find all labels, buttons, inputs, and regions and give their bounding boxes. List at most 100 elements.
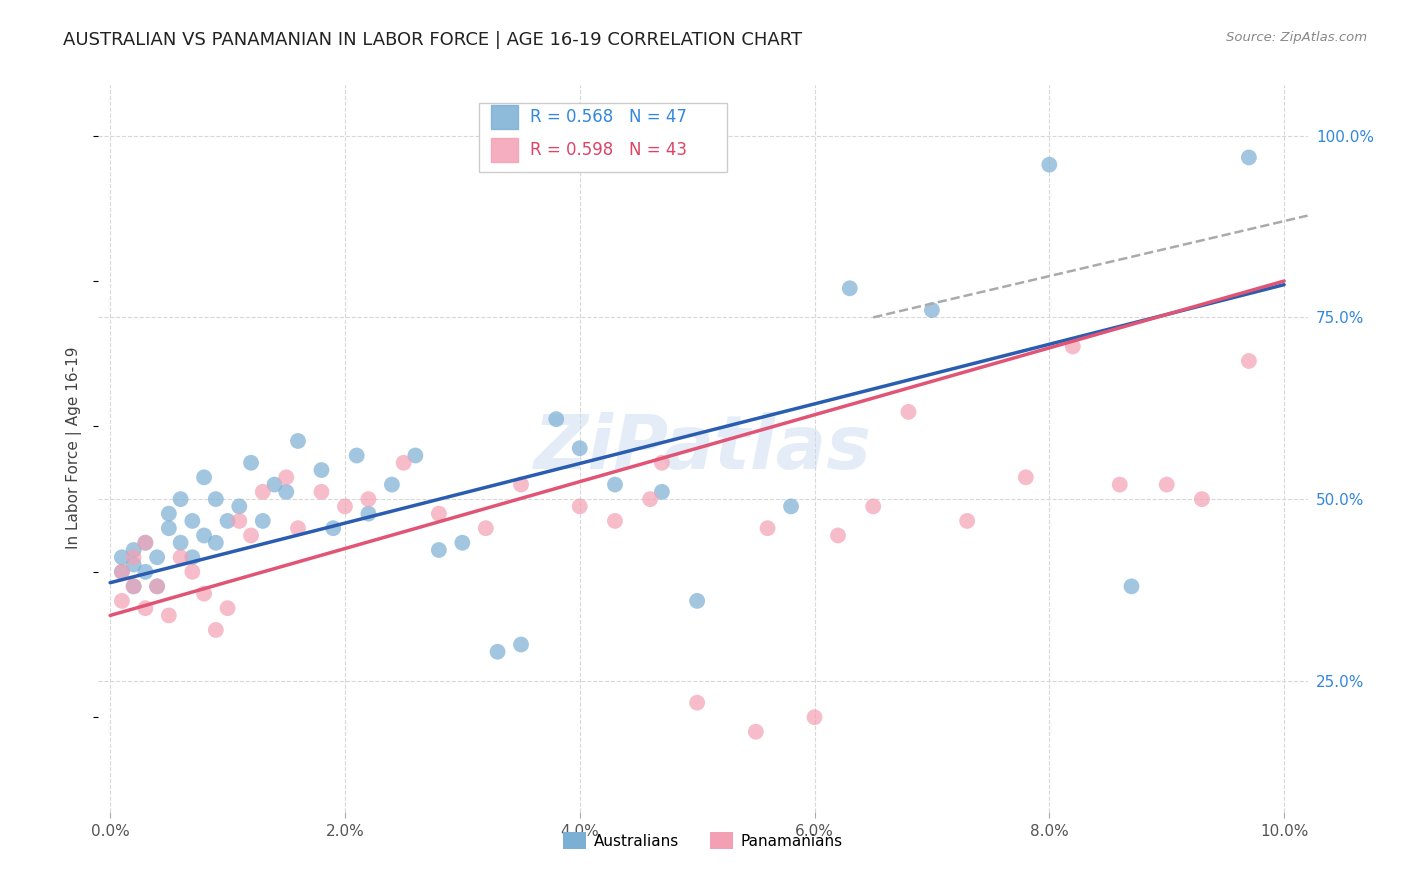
Point	[157, 507, 180, 521]
Point	[568, 442, 591, 456]
Point	[546, 412, 568, 426]
Point	[686, 594, 709, 608]
Point	[122, 550, 145, 565]
FancyBboxPatch shape	[479, 103, 727, 172]
Point	[252, 484, 274, 499]
Point	[510, 477, 533, 491]
Point	[193, 528, 215, 542]
Point	[263, 477, 285, 491]
Point	[1108, 477, 1130, 491]
Point	[134, 535, 156, 549]
Point	[827, 528, 849, 542]
Point	[803, 710, 825, 724]
Point	[1237, 150, 1260, 164]
Point	[276, 484, 298, 499]
Point	[122, 579, 145, 593]
Text: R = 0.568   N = 47: R = 0.568 N = 47	[530, 108, 688, 126]
Point	[134, 601, 156, 615]
Text: R = 0.598   N = 43: R = 0.598 N = 43	[530, 141, 688, 159]
Point	[651, 484, 673, 499]
Point	[1038, 158, 1060, 172]
Point	[427, 507, 450, 521]
Point	[638, 492, 661, 507]
Point	[427, 543, 450, 558]
Point	[333, 500, 356, 514]
Point	[181, 565, 204, 579]
Y-axis label: In Labor Force | Age 16-19: In Labor Force | Age 16-19	[66, 347, 83, 549]
Text: ZiPatlas: ZiPatlas	[534, 412, 872, 484]
Legend: Australians, Panamanians: Australians, Panamanians	[557, 826, 849, 855]
Point	[838, 281, 860, 295]
Point	[311, 463, 333, 477]
Point	[921, 303, 943, 318]
Point	[169, 535, 191, 549]
Point	[686, 696, 709, 710]
Bar	[492, 137, 517, 161]
Point	[111, 550, 134, 565]
Point	[862, 500, 884, 514]
Point	[1156, 477, 1178, 491]
Point	[204, 623, 226, 637]
Point	[122, 543, 145, 558]
Point	[111, 565, 134, 579]
Text: AUSTRALIAN VS PANAMANIAN IN LABOR FORCE | AGE 16-19 CORRELATION CHART: AUSTRALIAN VS PANAMANIAN IN LABOR FORCE …	[63, 31, 803, 49]
Point	[745, 724, 768, 739]
Point	[204, 492, 226, 507]
Point	[252, 514, 274, 528]
Point	[157, 608, 180, 623]
Point	[157, 521, 180, 535]
Point	[1015, 470, 1038, 484]
Point	[240, 528, 263, 542]
Point	[1062, 339, 1084, 353]
Point	[322, 521, 344, 535]
Point	[217, 601, 239, 615]
Point	[193, 470, 215, 484]
Point	[134, 535, 156, 549]
Point	[240, 456, 263, 470]
Bar	[492, 105, 517, 129]
Point	[603, 514, 626, 528]
Point	[111, 594, 134, 608]
Point	[181, 514, 204, 528]
Point	[169, 550, 191, 565]
Point	[346, 449, 368, 463]
Point	[568, 500, 591, 514]
Point	[780, 500, 803, 514]
Point	[897, 405, 920, 419]
Point	[381, 477, 404, 491]
Point	[146, 550, 169, 565]
Point	[357, 507, 380, 521]
Point	[122, 558, 145, 572]
Point	[134, 565, 156, 579]
Point	[228, 514, 250, 528]
Point	[404, 449, 426, 463]
Point	[311, 484, 333, 499]
Point	[193, 587, 215, 601]
Point	[228, 500, 250, 514]
Point	[217, 514, 239, 528]
Point	[146, 579, 169, 593]
Point	[1237, 354, 1260, 368]
Point	[956, 514, 979, 528]
Point	[287, 434, 309, 448]
Point	[181, 550, 204, 565]
Point	[146, 579, 169, 593]
Point	[1121, 579, 1143, 593]
Point	[392, 456, 415, 470]
Point	[204, 535, 226, 549]
Point	[287, 521, 309, 535]
Point	[169, 492, 191, 507]
Point	[510, 638, 533, 652]
Point	[756, 521, 779, 535]
Point	[651, 456, 673, 470]
Point	[357, 492, 380, 507]
Point	[111, 565, 134, 579]
Point	[486, 645, 509, 659]
Point	[276, 470, 298, 484]
Point	[475, 521, 498, 535]
Text: Source: ZipAtlas.com: Source: ZipAtlas.com	[1226, 31, 1367, 45]
Point	[122, 579, 145, 593]
Point	[603, 477, 626, 491]
Point	[1191, 492, 1213, 507]
Point	[451, 535, 474, 549]
